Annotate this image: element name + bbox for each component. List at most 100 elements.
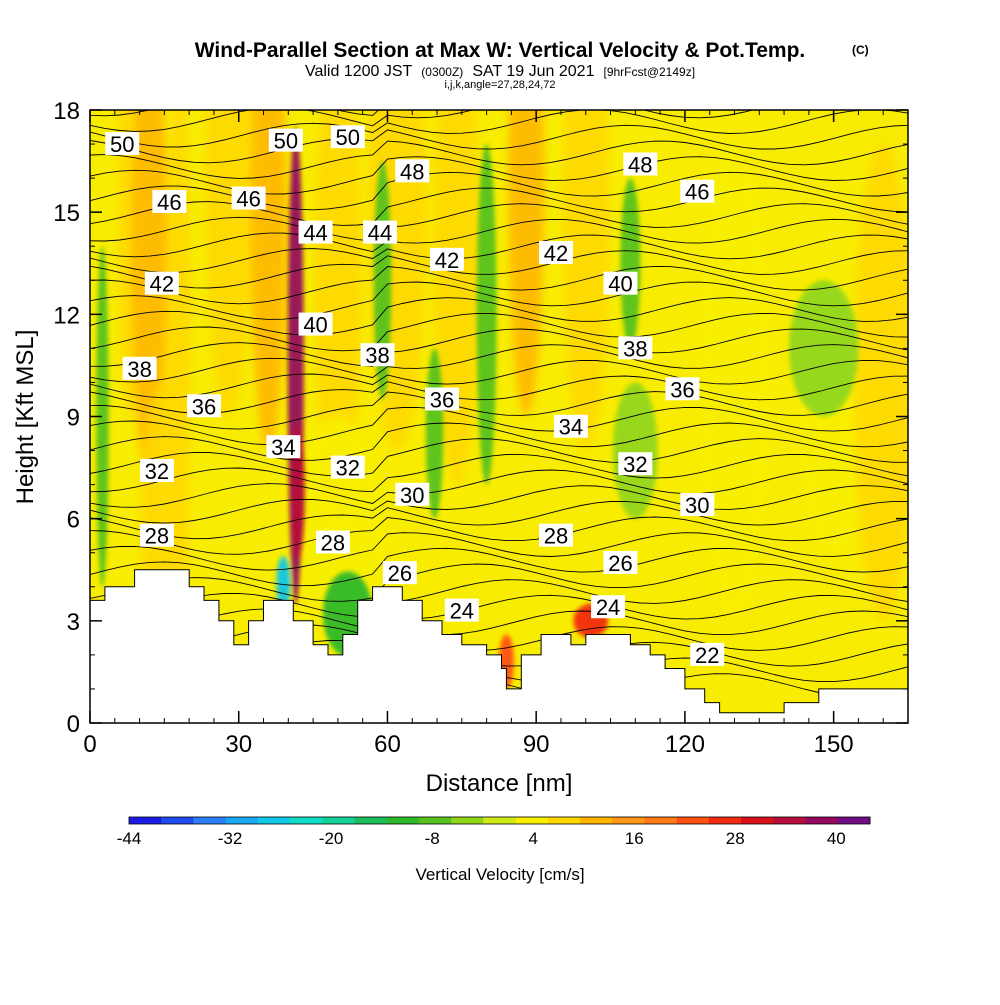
theta-label-text: 48: [400, 159, 424, 184]
theta-label: 36: [424, 387, 459, 412]
theta-isoline: [90, 500, 908, 540]
theta-isoline: [90, 328, 908, 367]
theta-label-text: 42: [544, 241, 568, 266]
vertical-velocity-field: 50 50 50 48 48 46 46 46 44 44 42 42 42 40 40 38 38 38 36 36…: [90, 110, 908, 723]
theta-label-text: 36: [670, 377, 694, 402]
theta-label: 36: [187, 394, 222, 419]
theta-label-text: 28: [321, 531, 345, 556]
theta-label-text: 42: [435, 248, 459, 273]
theta-label-bg: [298, 220, 333, 244]
theta-label: 28: [139, 523, 174, 549]
colorbar-swatch: [837, 817, 871, 824]
colorbar-swatch: [805, 817, 839, 824]
theta-label-bg: [266, 435, 301, 459]
theta-label-bg: [330, 125, 365, 149]
theta-label-text: 44: [368, 221, 392, 246]
theta-label-bg: [122, 356, 157, 380]
theta-label-bg: [330, 455, 365, 479]
theta-label-text: 36: [430, 387, 454, 412]
x-tick-label: 120: [665, 731, 705, 758]
theta-label: 42: [429, 247, 464, 273]
theta-contour-labels: 50 50 50 48 48 46 46 46 44 44 42 42 42 40 40 38 38 38 36 36…: [105, 125, 725, 668]
theta-label-bg: [603, 271, 638, 295]
theta-isoline: [90, 469, 908, 508]
theta-isoline: [90, 516, 908, 555]
theta-label-text: 46: [157, 190, 181, 215]
theta-label-text: 38: [365, 343, 389, 368]
y-tick-label: 0: [67, 711, 80, 738]
theta-label-text: 42: [150, 272, 174, 297]
theta-label: 44: [363, 220, 398, 246]
theta-label: 32: [618, 452, 653, 477]
theta-isoline: [90, 312, 908, 352]
x-axis-label: Distance [nm]: [426, 770, 573, 797]
theta-isoline: [90, 171, 908, 211]
theta-label-bg: [382, 561, 417, 585]
colorbar-swatch: [418, 817, 452, 824]
theta-label-bg: [231, 186, 266, 210]
theta-label-bg: [268, 128, 303, 152]
theta-label-bg: [690, 642, 725, 666]
theta-label-text: 46: [236, 187, 260, 212]
theta-label-bg: [603, 550, 638, 574]
theta-label: 28: [539, 523, 574, 549]
theta-label-bg: [315, 530, 350, 554]
colorbar-swatch: [741, 817, 774, 824]
theta-label: 30: [680, 493, 715, 518]
theta-label-bg: [591, 595, 626, 619]
theta-label-bg: [665, 377, 700, 401]
downdraft-core: [476, 144, 497, 485]
theta-label-bg: [360, 343, 395, 367]
theta-label: 38: [360, 343, 395, 368]
theta-label-text: 24: [450, 599, 474, 624]
colorbar-swatch: [386, 817, 420, 824]
theta-label-text: 48: [628, 152, 652, 177]
theta-label: 30: [395, 482, 430, 508]
downdraft-core: [96, 246, 109, 587]
theta-isoline: [90, 438, 908, 477]
theta-label-text: 34: [559, 415, 583, 440]
velocity-band: [508, 110, 545, 417]
theta-label-bg: [395, 482, 430, 506]
theta-label-text: 44: [303, 221, 327, 246]
theta-label-bg: [363, 220, 398, 244]
theta-label-text: 32: [623, 452, 647, 477]
colorbar-swatch: [451, 817, 484, 824]
theta-label: 44: [298, 220, 333, 246]
theta-label: 50: [268, 128, 303, 154]
theta-label-bg: [429, 247, 464, 271]
theta-label: 34: [266, 435, 301, 460]
chart-subtitle: Valid 1200 JST (0300Z) SAT 19 Jun 2021 […: [305, 63, 695, 80]
theta-label-text: 24: [596, 595, 620, 620]
valid-date: SAT 19 Jun 2021: [472, 63, 594, 80]
colorbar-swatch: [161, 817, 194, 824]
theta-label-bg: [144, 271, 179, 295]
theta-label-text: 28: [145, 524, 169, 549]
downdraft-core: [613, 382, 658, 519]
y-tick-label: 6: [67, 507, 80, 534]
theta-label-text: 30: [400, 483, 424, 508]
downdraft-core: [620, 178, 641, 349]
colorbar-title: Vertical Velocity [cm/s]: [415, 865, 584, 884]
colorbar-swatch: [290, 817, 323, 824]
colorbar-tick-label: -8: [425, 829, 440, 848]
theta-label-bg: [553, 414, 588, 438]
theta-isoline: [90, 187, 908, 226]
y-axis-label: Height [Kft MSL]: [12, 330, 39, 505]
theta-label-text: 36: [192, 394, 216, 419]
colorbar-tick-label: -44: [117, 829, 142, 848]
theta-isoline: [90, 218, 908, 258]
theta-label: 48: [395, 159, 430, 184]
velocity-band: [314, 110, 362, 519]
theta-isoline: [90, 375, 908, 414]
chart-title: Wind-Parallel Section at Max W: Vertical…: [195, 39, 806, 62]
downdraft-core: [789, 280, 859, 417]
theta-label-bg: [139, 523, 174, 547]
colorbar-swatch: [354, 817, 388, 824]
theta-label: 50: [105, 132, 140, 157]
theta-label: 32: [330, 455, 365, 481]
theta-isoline: [90, 547, 908, 587]
colorbar-swatch: [612, 817, 645, 824]
